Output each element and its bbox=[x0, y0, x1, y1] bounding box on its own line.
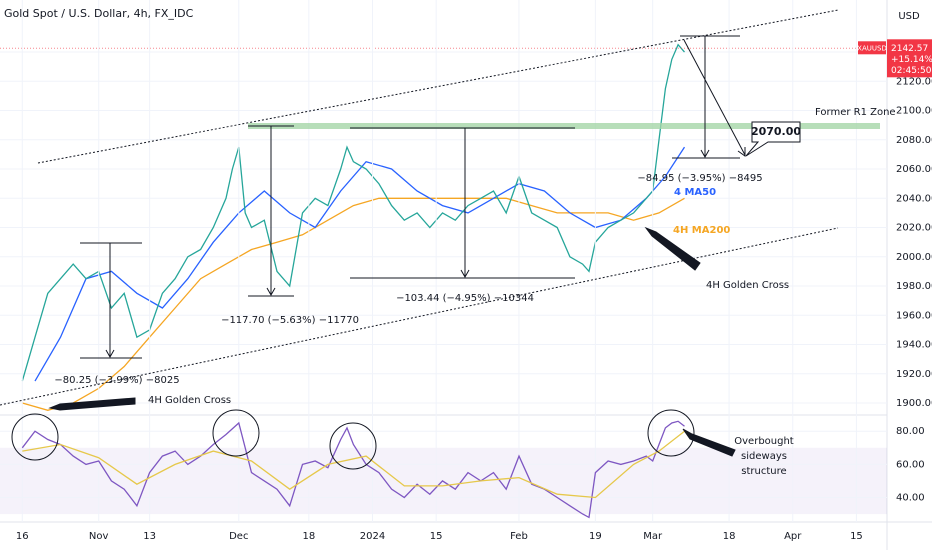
symbol-tag bbox=[858, 41, 886, 55]
callout bbox=[745, 121, 801, 157]
annotation: Former R1 Zone bbox=[815, 107, 896, 118]
circle bbox=[11, 413, 59, 461]
annotation: 4H Golden Cross bbox=[706, 280, 789, 291]
arrow bbox=[682, 428, 736, 457]
y-tick-label: 2040.00 bbox=[896, 193, 932, 204]
annotation: −103.44 (−4.95%) −10344 bbox=[396, 293, 534, 304]
x-tick-label: Dec bbox=[229, 531, 248, 542]
y-tick-label: 2100.00 bbox=[896, 106, 932, 117]
y-tick-label: 2020.00 bbox=[896, 223, 932, 234]
measure bbox=[700, 149, 710, 159]
measure bbox=[105, 349, 115, 359]
annotation: structure bbox=[741, 466, 786, 477]
projection-arrow bbox=[683, 39, 746, 156]
x-tick-label: 18 bbox=[723, 531, 736, 542]
x-tick-label: Mar bbox=[643, 531, 663, 542]
y-tick-label: 1960.00 bbox=[896, 310, 932, 321]
y-tick-label: 2120.00 bbox=[896, 76, 932, 87]
y-tick-label: 2080.00 bbox=[896, 135, 932, 146]
arrow bbox=[48, 397, 136, 411]
annotation: 4 MA50 bbox=[674, 187, 716, 198]
annotation: −117.70 (−5.63%) −11770 bbox=[221, 315, 359, 326]
annotation: −84.95 (−3.95%) −8495 bbox=[637, 173, 762, 184]
y-tick-label: 2060.00 bbox=[896, 164, 932, 175]
x-tick-label: 15 bbox=[430, 531, 443, 542]
annotation: −80.25 (−3.99%) −8025 bbox=[54, 375, 179, 386]
x-tick-label: 2024 bbox=[360, 531, 385, 542]
drawings bbox=[0, 9, 880, 470]
measure bbox=[266, 287, 276, 297]
y-tick-label: 1900.00 bbox=[896, 398, 932, 409]
title: Gold Spot / U.S. Dollar, 4h, FX_IDC bbox=[4, 7, 194, 20]
series-line bbox=[34, 146, 686, 382]
symbol-label: XAUUSD bbox=[857, 44, 887, 52]
y-tick-label: 60.00 bbox=[896, 459, 925, 470]
measure bbox=[460, 269, 470, 279]
annotation: 4H MA200 bbox=[673, 225, 730, 236]
x-tick-label: Apr bbox=[784, 531, 802, 542]
y-tick-label: 1920.00 bbox=[896, 369, 932, 380]
currency: USD bbox=[898, 11, 920, 22]
arrow bbox=[644, 226, 701, 271]
circle bbox=[212, 409, 260, 457]
circle bbox=[647, 409, 695, 457]
y-tick-label: 80.00 bbox=[896, 426, 925, 437]
x-tick-label: Feb bbox=[510, 531, 528, 542]
y-tick-label: 40.00 bbox=[896, 492, 925, 503]
series-line bbox=[22, 197, 685, 411]
circle bbox=[329, 422, 377, 470]
x-tick-label: 16 bbox=[16, 531, 29, 542]
x-tick-label: Nov bbox=[89, 531, 109, 542]
annotation: Overbought bbox=[734, 436, 794, 447]
projection-arrow bbox=[737, 147, 746, 157]
y-tick-label: 1940.00 bbox=[896, 340, 932, 351]
annotation: 4H Golden Cross bbox=[148, 395, 231, 406]
annotation: 2070.00 bbox=[751, 125, 801, 138]
x-tick-label: 13 bbox=[143, 531, 156, 542]
x-tick-label: 18 bbox=[302, 531, 315, 542]
price-tag bbox=[887, 39, 932, 78]
x-tick-label: 15 bbox=[850, 531, 863, 542]
channel-line bbox=[0, 227, 839, 406]
series-line bbox=[22, 430, 685, 499]
y-tick-label: 2000.00 bbox=[896, 252, 932, 263]
change-label: +15.14% bbox=[891, 55, 932, 65]
x-tick-label: 19 bbox=[589, 531, 602, 542]
annotation: sideways bbox=[741, 451, 787, 462]
y-tick-label: 1980.00 bbox=[896, 281, 932, 292]
countdown-label: 02:45:50 bbox=[891, 66, 932, 76]
price-label: 2142.57 bbox=[891, 44, 928, 54]
series-line bbox=[21, 43, 685, 382]
r1-zone bbox=[248, 123, 880, 129]
